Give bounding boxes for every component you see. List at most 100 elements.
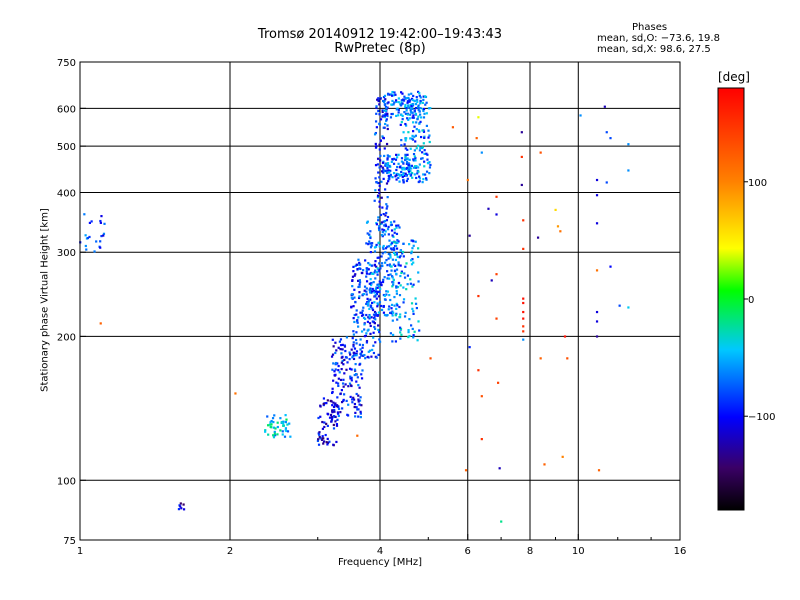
data-point	[394, 99, 398, 102]
data-point	[99, 246, 102, 249]
data-point	[379, 213, 383, 217]
data-point	[412, 114, 415, 117]
data-point	[340, 352, 343, 355]
data-point	[396, 241, 399, 244]
data-point	[378, 225, 381, 228]
data-point	[393, 220, 396, 223]
data-point	[384, 98, 387, 101]
data-point	[377, 216, 380, 219]
data-point	[317, 432, 320, 435]
data-point	[357, 296, 361, 300]
data-point	[317, 443, 321, 446]
data-point	[392, 263, 395, 266]
data-point	[376, 314, 379, 317]
data-point	[351, 401, 354, 404]
data-point	[379, 287, 382, 290]
data-point	[366, 355, 369, 359]
data-point	[406, 283, 409, 286]
data-point	[377, 219, 380, 222]
data-point	[358, 283, 361, 286]
data-point	[352, 351, 355, 354]
data-point	[358, 295, 361, 298]
data-point	[90, 220, 93, 223]
data-point	[365, 302, 368, 306]
data-point	[409, 174, 412, 177]
data-point	[385, 169, 388, 172]
data-point	[375, 145, 378, 148]
data-point	[355, 392, 358, 396]
data-point	[393, 231, 396, 234]
data-point	[412, 261, 415, 264]
data-point	[414, 166, 418, 169]
data-point	[414, 240, 417, 243]
data-point	[357, 325, 360, 328]
data-point	[386, 93, 390, 96]
data-point	[418, 94, 421, 97]
data-point	[369, 250, 372, 254]
data-point	[397, 162, 400, 165]
data-point	[415, 165, 418, 168]
data-point	[522, 325, 525, 328]
data-point	[391, 314, 394, 317]
data-point	[284, 414, 287, 417]
data-point	[414, 297, 417, 300]
data-point	[360, 271, 363, 275]
data-point	[319, 415, 322, 418]
data-point	[399, 123, 402, 126]
data-point	[411, 98, 414, 102]
data-point	[425, 170, 429, 173]
data-point	[384, 122, 387, 126]
data-point	[394, 340, 398, 343]
data-point	[362, 354, 365, 357]
data-point	[391, 340, 394, 343]
data-point	[354, 354, 357, 357]
data-point	[412, 334, 415, 337]
data-point	[397, 114, 400, 117]
data-point	[408, 334, 411, 338]
data-point	[375, 270, 379, 274]
data-point	[388, 93, 392, 96]
data-point	[342, 363, 345, 366]
data-point	[392, 172, 396, 175]
data-point	[380, 304, 383, 308]
x-axis-label: Frequency [MHz]	[337, 557, 423, 568]
data-point	[522, 247, 525, 250]
data-point	[421, 146, 424, 149]
data-point	[399, 264, 402, 267]
data-point	[361, 343, 365, 347]
data-point	[284, 420, 288, 424]
data-point	[335, 404, 339, 407]
data-point	[100, 215, 103, 218]
data-point	[412, 312, 415, 316]
data-point	[399, 274, 402, 278]
data-point	[416, 100, 419, 104]
data-point	[409, 173, 413, 176]
data-point	[383, 103, 387, 107]
data-point	[381, 252, 384, 255]
y-tick-label: 600	[57, 104, 76, 115]
data-point	[358, 281, 362, 284]
stats-header: Phases	[632, 22, 668, 33]
data-point	[321, 427, 324, 430]
data-point	[372, 272, 375, 275]
data-point	[421, 157, 424, 160]
data-point	[394, 158, 398, 161]
data-point	[335, 424, 339, 427]
data-point	[398, 294, 402, 297]
data-point	[372, 331, 375, 334]
data-point	[385, 106, 388, 109]
data-point	[413, 99, 416, 102]
data-point	[381, 135, 384, 138]
data-point	[495, 213, 498, 216]
data-point	[351, 285, 354, 288]
x-tick-label: 6	[465, 546, 471, 557]
data-point	[391, 112, 394, 116]
data-point	[397, 263, 400, 266]
data-point	[319, 437, 322, 440]
data-point	[408, 100, 411, 103]
data-point	[375, 286, 378, 289]
data-point	[345, 336, 349, 339]
data-point	[418, 110, 421, 113]
data-point	[361, 309, 364, 312]
data-point	[404, 122, 407, 126]
